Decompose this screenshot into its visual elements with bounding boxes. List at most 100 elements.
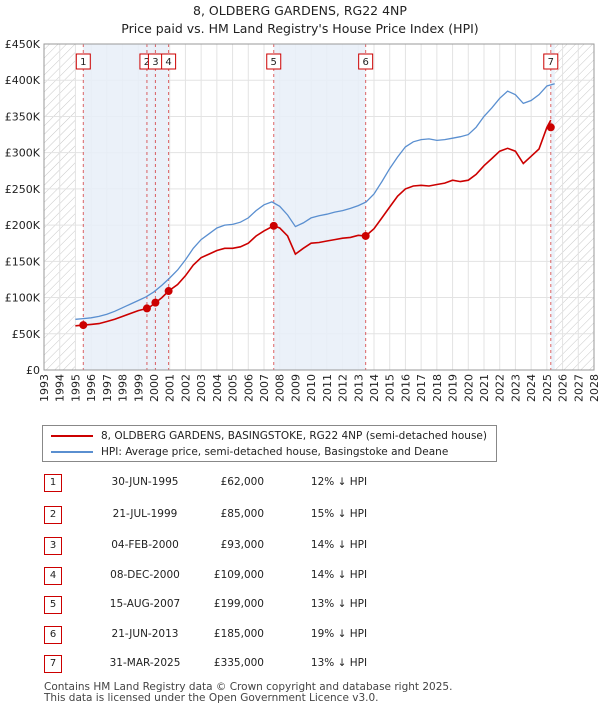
sale-label: 2 [144, 57, 150, 68]
sale-period-band [146, 44, 156, 370]
transaction-price: £109,000 [213, 569, 264, 581]
sale-label-box [543, 53, 559, 70]
x-tick-label: 2017 [415, 374, 428, 402]
sale-point [164, 287, 173, 296]
x-tick-label: 2011 [321, 374, 334, 402]
x-tick-label: 2006 [242, 374, 255, 402]
x-tick-label: 2026 [557, 374, 570, 402]
x-tick-label: 2021 [478, 374, 491, 402]
y-tick-label: £300K [5, 147, 41, 160]
x-tick-label: 2024 [525, 374, 538, 402]
legend-property-label: 8, OLDBERG GARDENS, BASINGSTOKE, RG22 4N… [101, 430, 487, 442]
legend-hpi-label: HPI: Average price, semi-detached house,… [101, 446, 449, 458]
transaction-number: 4 [44, 567, 62, 585]
transaction-number: 2 [44, 506, 62, 524]
y-tick-label: £400K [5, 74, 41, 87]
sale-point [79, 321, 88, 330]
transaction-price: £185,000 [213, 628, 264, 640]
footer-note: Contains HM Land Registry data © Crown c… [44, 682, 452, 704]
transaction-price: £62,000 [220, 476, 264, 488]
sale-label: 5 [271, 57, 277, 68]
sale-period-band [155, 44, 169, 370]
x-tick-label: 1998 [117, 374, 130, 402]
y-tick-label: £350K [5, 110, 41, 123]
legend-property-swatch [51, 435, 93, 437]
x-tick-label: 2001 [164, 374, 177, 402]
legend-property: 8, OLDBERG GARDENS, BASINGSTOKE, RG22 4N… [51, 429, 487, 443]
y-tick-label: £50K [12, 328, 41, 341]
chart-legend: 8, OLDBERG GARDENS, BASINGSTOKE, RG22 4N… [42, 425, 497, 462]
transaction-date: 31-MAR-2025 [109, 657, 181, 669]
x-tick-label: 2027 [572, 374, 585, 402]
transaction-price: £93,000 [220, 539, 264, 551]
x-tick-label: 1997 [101, 374, 114, 402]
x-tick-label: 2018 [431, 374, 444, 402]
sale-label-box [161, 53, 177, 70]
transaction-number: 3 [44, 537, 62, 555]
sale-point [546, 123, 555, 132]
x-tick-label: 2014 [368, 374, 381, 402]
hpi-line [75, 83, 555, 320]
transaction-price: £199,000 [213, 598, 264, 610]
x-tick-label: 2023 [509, 374, 522, 402]
footer-licence: This data is licensed under the Open Gov… [44, 692, 379, 704]
transaction-hpi: 15% ↓ HPI [310, 508, 368, 520]
sale-period-band [550, 44, 555, 370]
transaction-hpi: 12% ↓ HPI [310, 476, 368, 488]
transaction-number: 6 [44, 626, 62, 644]
sale-period-band [83, 44, 147, 370]
x-tick-label: 2013 [352, 374, 365, 402]
legend-hpi-swatch [51, 451, 93, 453]
transaction-date: 08-DEC-2000 [110, 569, 180, 581]
y-tick-label: £200K [5, 219, 41, 232]
sale-point [269, 221, 278, 230]
plot-frame [43, 43, 595, 371]
x-tick-label: 2022 [494, 374, 507, 402]
transaction-hpi: 13% ↓ HPI [310, 598, 368, 610]
x-tick-label: 2002 [179, 374, 192, 402]
transaction-number: 7 [44, 655, 62, 673]
transaction-date: 04-FEB-2000 [111, 539, 179, 551]
x-tick-label: 2005 [227, 374, 240, 402]
sale-label: 1 [80, 57, 86, 68]
y-tick-label: £250K [5, 183, 41, 196]
x-tick-label: 2016 [399, 374, 412, 402]
transaction-price: £85,000 [220, 508, 264, 520]
x-tick-label: 2015 [384, 374, 397, 402]
y-tick-label: £100K [5, 292, 41, 305]
chart-title: 8, OLDBERG GARDENS, RG22 4NP [193, 3, 407, 18]
transaction-hpi: 19% ↓ HPI [310, 628, 368, 640]
x-tick-label: 2008 [274, 374, 287, 402]
x-tick-label: 2019 [447, 374, 460, 402]
x-tick-label: 2009 [289, 374, 302, 402]
x-tick-label: 1995 [69, 374, 82, 402]
x-tick-label: 2028 [588, 374, 600, 402]
sale-label: 7 [548, 57, 554, 68]
hatched-region-after [554, 44, 594, 370]
sale-period-band [273, 44, 366, 370]
x-tick-label: 2000 [148, 374, 161, 402]
x-tick-label: 2025 [541, 374, 554, 402]
transaction-price: £335,000 [213, 657, 264, 669]
sale-point [361, 231, 370, 240]
x-tick-label: 1999 [132, 374, 145, 402]
transaction-date: 21-JUN-2013 [111, 628, 179, 640]
transaction-date: 15-AUG-2007 [109, 598, 181, 610]
y-tick-label: £150K [5, 255, 41, 268]
sale-label-box [358, 53, 374, 70]
sale-label: 6 [362, 57, 368, 68]
sale-point [151, 298, 160, 307]
chart-subtitle: Price paid vs. HM Land Registry's House … [121, 21, 479, 36]
x-tick-label: 1996 [85, 374, 98, 402]
footer-copyright: Contains HM Land Registry data © Crown c… [44, 681, 453, 693]
transaction-hpi: 14% ↓ HPI [310, 569, 368, 581]
x-tick-label: 1993 [38, 374, 51, 402]
x-tick-label: 2010 [305, 374, 318, 402]
y-tick-label: £0 [26, 364, 40, 377]
transaction-hpi: 13% ↓ HPI [310, 657, 368, 669]
sale-label-box [266, 53, 282, 70]
x-tick-label: 1994 [54, 374, 67, 402]
sale-label: 4 [165, 57, 171, 68]
x-tick-label: 2007 [258, 374, 271, 402]
